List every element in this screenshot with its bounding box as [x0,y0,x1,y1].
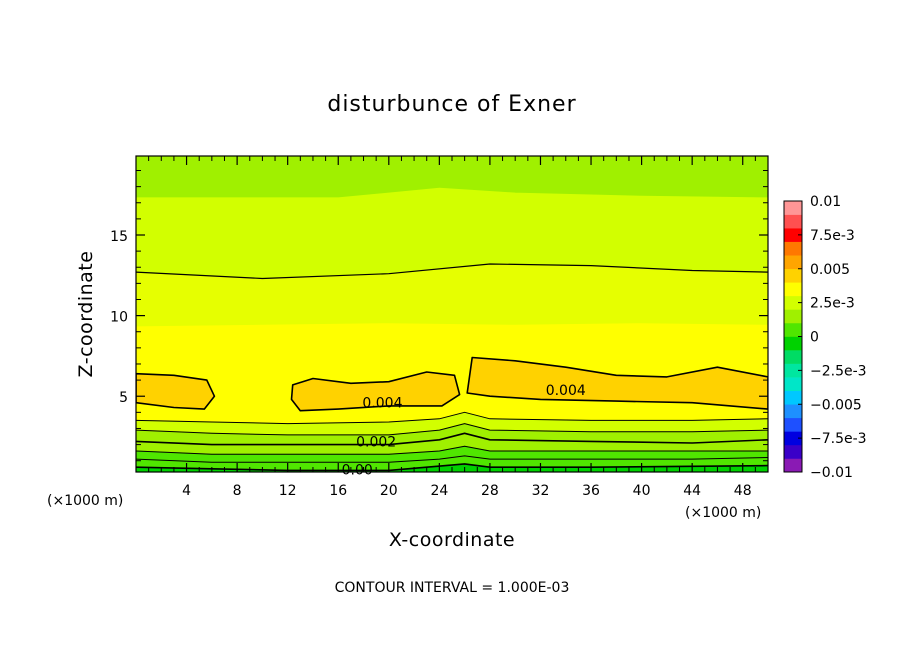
colorbar-tick-label-3: 2.5e-3 [810,296,855,312]
contour-line-5 [136,455,768,463]
colorbar-segment-11 [784,309,802,324]
x-tick-label-10: 44 [683,483,701,499]
colorbar-segment-4 [784,404,802,419]
contour-label-2: 0.002 [356,434,396,450]
contour-line-1 [136,411,768,425]
contour-band-1 [136,187,768,280]
colorbar-segment-6 [784,377,802,391]
x-tick-label-2: 12 [279,483,297,499]
colorbar-segment-17 [784,228,802,242]
x-tick-label-5: 24 [430,483,448,499]
colorbar-segment-12 [784,295,802,310]
x-tick-label-9: 40 [633,483,651,499]
colorbar-segment-1 [784,444,802,459]
x-tick-label-1: 8 [233,483,242,499]
contour-line-0 [136,263,768,280]
y-axis-label: Z-coordinate [75,251,97,378]
contour-fills [136,156,768,472]
contour-interval-note: CONTOUR INTERVAL = 1.000E-03 [335,580,570,596]
colorbar-segment-13 [784,282,802,297]
x-tick-label-6: 28 [481,483,499,499]
contour-label-text-1: 0.004 [546,383,586,399]
contour-line-2 [136,423,768,436]
colorbar-segment-19 [784,201,802,215]
colorbar-segment-9 [784,336,802,351]
y-tick-label-0: 5 [119,390,128,406]
y-axis-ticks: 5 10 15 [110,170,768,462]
y-tick-label-2: 15 [110,229,128,245]
colorbar-segment-8 [784,350,802,364]
chart-title: disturbunce of Exner [327,92,576,117]
x-axis-label: X-coordinate [389,529,515,551]
x-axis-ticks: 4 8 12 16 20 24 28 32 36 40 44 48 [148,156,769,499]
colorbar [783,200,803,473]
colorbar-segment-16 [784,241,802,256]
colorbar-tick-label-0: 0.01 [810,194,841,210]
colorbar-segment-10 [784,322,802,337]
y-tick-label-1: 10 [110,310,128,326]
colorbar-segment-3 [784,417,802,432]
x-tick-label-4: 20 [380,483,398,499]
x-tick-label-8: 36 [582,483,600,499]
contour-region-0 [136,373,215,410]
colorbar-tick-label-7: −7.5e-3 [810,431,867,447]
colorbar-tick-label-5: −2.5e-3 [810,363,867,379]
contour-label-text-3: 0.00 [342,463,373,479]
contour-line-4 [136,445,768,455]
contour-labels: 0.004 0.004 0.002 0.00 [342,383,586,479]
contour-line-7 [136,372,216,410]
contour-label-3: 0.00 [342,463,373,479]
colorbar-segment-2 [784,431,802,446]
x-tick-label-3: 16 [329,483,347,499]
contour-label-text-0: 0.004 [362,396,402,412]
x-tick-label-7: 32 [532,483,550,499]
contour-band-3 [136,323,768,425]
contour-label-1: 0.004 [546,383,586,399]
colorbar-segment-14 [784,268,802,283]
x-unit-label-left: (×1000 m) [47,493,123,509]
colorbar-tick-label-1: 7.5e-3 [810,228,855,244]
colorbar-segment-5 [784,390,802,405]
colorbar-segment-0 [784,458,802,473]
contour-line-8 [290,371,461,412]
colorbar-tick-label-6: −0.005 [810,397,862,413]
contour-line-3 [136,432,768,446]
contour-region-2 [467,357,768,410]
colorbar-segment-15 [784,255,802,270]
x-unit-label-right: (×1000 m) [685,505,761,521]
x-tick-label-0: 4 [182,483,191,499]
colorbar-tick-label-4: 0 [810,330,819,346]
contour-label-0: 0.004 [362,396,402,412]
colorbar-segment-18 [784,214,802,229]
contour-line-9 [466,356,768,410]
colorbar-ticks: 0.01 7.5e-3 0.005 2.5e-3 0 −2.5e-3 −0.005 −7.5e… [798,194,867,481]
colorbar-tick-label-2: 0.005 [810,262,850,278]
colorbar-segment-7 [784,363,802,378]
x-tick-label-11: 48 [734,483,752,499]
colorbar-tick-label-8: −0.01 [810,465,853,481]
contour-label-text-2: 0.002 [356,434,396,450]
